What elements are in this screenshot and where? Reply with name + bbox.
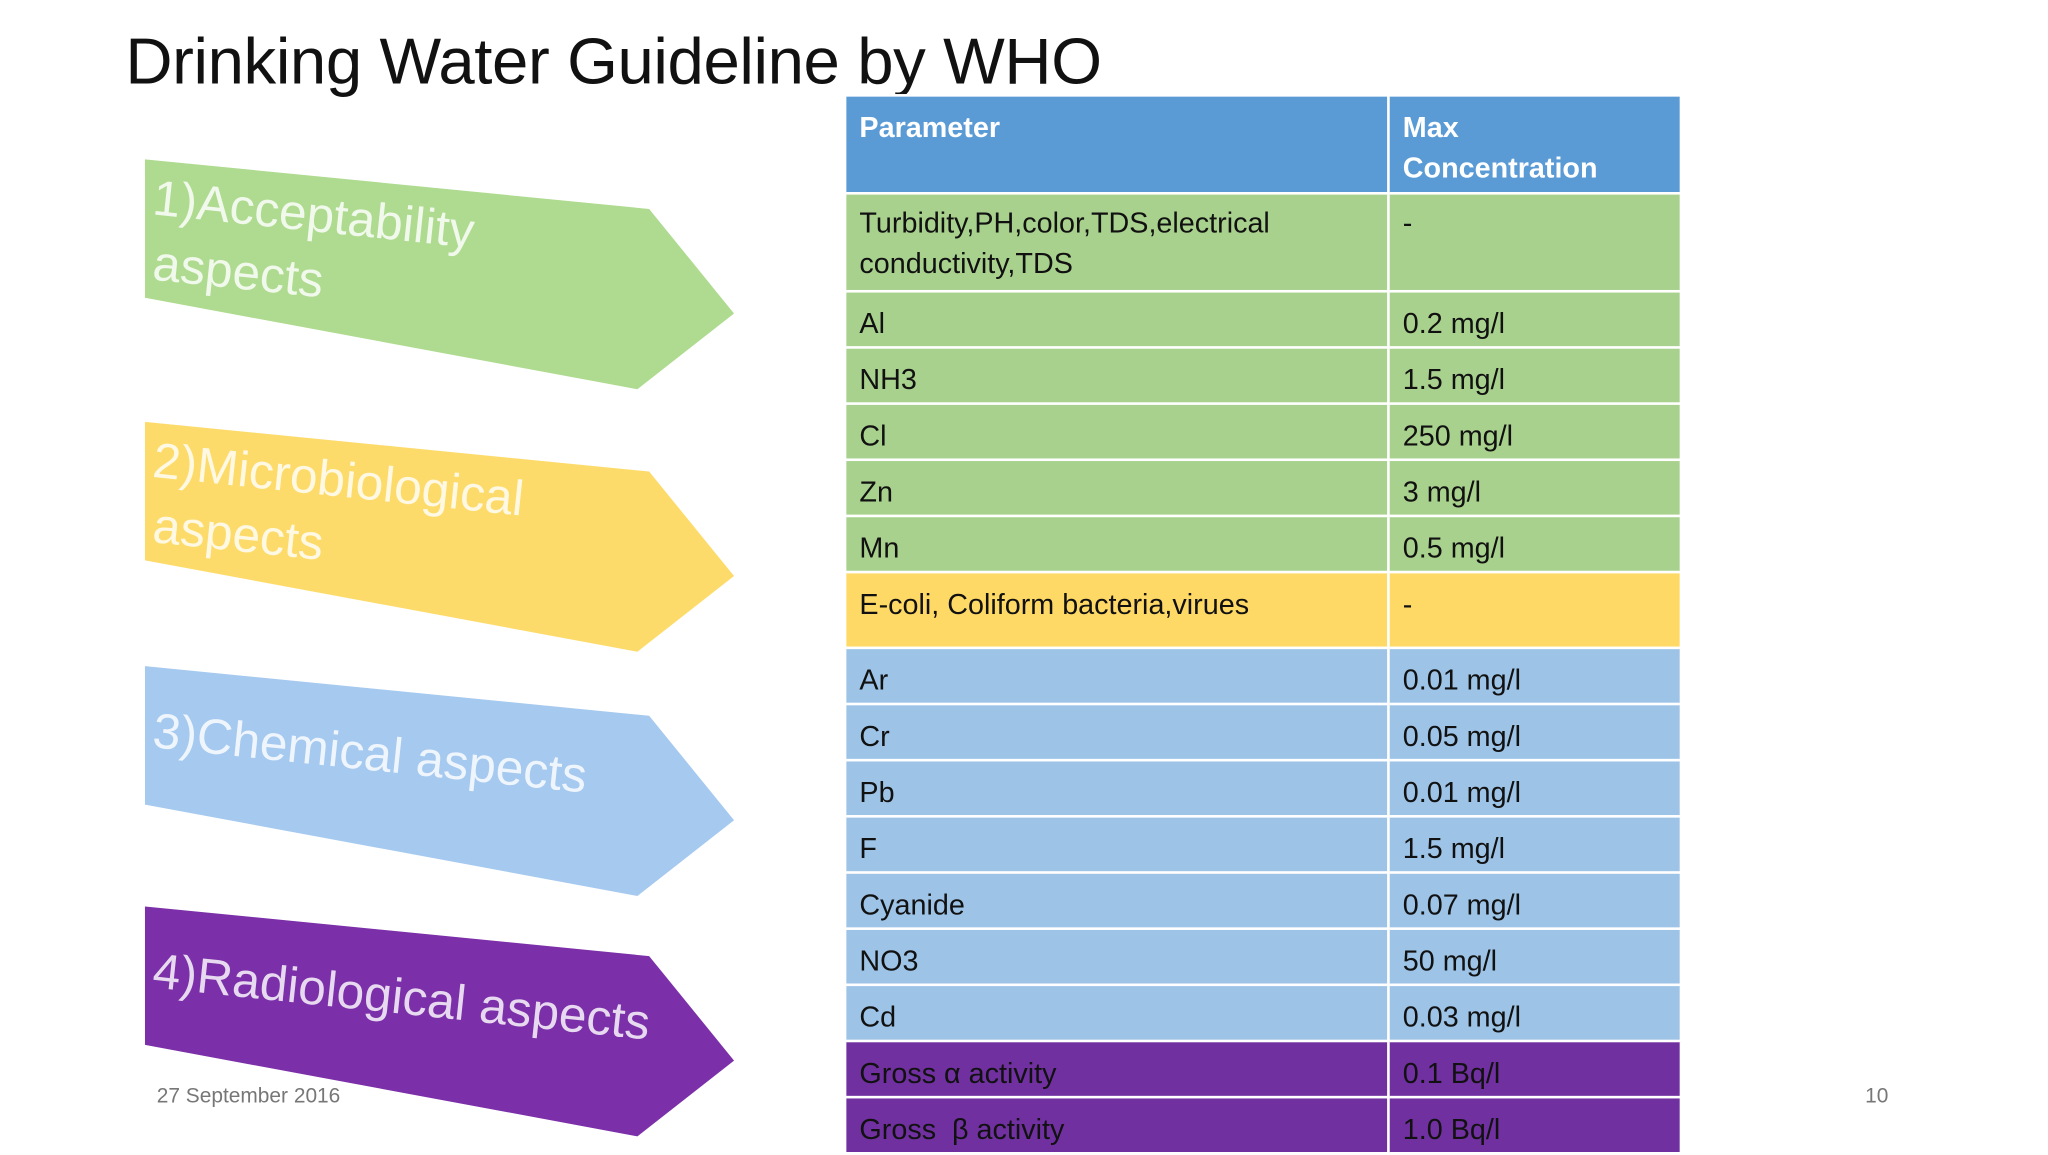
concentration-cell: 0.01 mg/l bbox=[1387, 758, 1683, 818]
table-row: Gross α activity 0.1 Bq/l bbox=[843, 1039, 1683, 1099]
parameter-cell: Cyanide bbox=[843, 871, 1390, 930]
arrow-shape bbox=[144, 666, 735, 896]
concentration-cell: 1.5 mg/l bbox=[1387, 815, 1683, 874]
table-row: Mn 0.5 mg/l bbox=[843, 514, 1683, 574]
parameter-cell: E-coli, Coliform bacteria,virues bbox=[843, 570, 1390, 650]
concentration-cell: 0.07 mg/l bbox=[1387, 871, 1683, 930]
table-row: Al 0.2 mg/l bbox=[843, 289, 1683, 349]
table-row: NO3 50 mg/l bbox=[843, 927, 1683, 987]
table-row: Cl 250 mg/l bbox=[843, 402, 1683, 462]
concentration-cell: 0.05 mg/l bbox=[1387, 702, 1683, 762]
parameter-cell: Mn bbox=[843, 514, 1390, 574]
concentration-cell: 0.2 mg/l bbox=[1387, 289, 1683, 349]
header-row: Parameter Max Concentration bbox=[843, 94, 1683, 195]
arrow-shape bbox=[144, 421, 735, 652]
concentration-cell: 1.5 mg/l bbox=[1387, 346, 1683, 405]
concentration-cell: 0.03 mg/l bbox=[1387, 983, 1683, 1043]
slide-title: Drinking Water Guideline by WHO bbox=[125, 24, 1102, 98]
parameter-cell: Turbidity,PH,color,TDS,electrical conduc… bbox=[843, 191, 1390, 293]
concentration-cell: 50 mg/l bbox=[1387, 927, 1683, 987]
table-row: Cd 0.03 mg/l bbox=[843, 983, 1683, 1043]
header-cell: Parameter bbox=[843, 94, 1390, 195]
header-cell: Max Concentration bbox=[1387, 94, 1683, 195]
parameter-cell: Gross α activity bbox=[843, 1039, 1390, 1099]
table-body: Turbidity,PH,color,TDS,electrical conduc… bbox=[843, 191, 1683, 1155]
table-row: F 1.5 mg/l bbox=[843, 815, 1683, 874]
parameter-cell: NO3 bbox=[843, 927, 1390, 987]
table-row: Pb 0.01 mg/l bbox=[843, 758, 1683, 818]
concentration-cell: - bbox=[1387, 191, 1683, 293]
table-row: Zn 3 mg/l bbox=[843, 458, 1683, 518]
parameter-cell: Cl bbox=[843, 402, 1390, 462]
parameter-cell: Zn bbox=[843, 458, 1390, 518]
guideline-table: Parameter Max Concentration Turbidity,PH… bbox=[843, 94, 1683, 1155]
table-row: Cr 0.05 mg/l bbox=[843, 702, 1683, 762]
concentration-cell: 250 mg/l bbox=[1387, 402, 1683, 462]
concentration-cell: 0.1 Bq/l bbox=[1387, 1039, 1683, 1099]
table-row: Gross β activity 1.0 Bq/l bbox=[843, 1095, 1683, 1155]
parameter-cell: Ar bbox=[843, 646, 1390, 706]
parameter-cell: Pb bbox=[843, 758, 1390, 818]
parameter-cell: Cd bbox=[843, 983, 1390, 1043]
concentration-cell: - bbox=[1387, 570, 1683, 650]
parameter-cell: Gross β activity bbox=[843, 1095, 1390, 1155]
parameter-cell: F bbox=[843, 815, 1390, 874]
page-number: 10 bbox=[1865, 1085, 1889, 1108]
arrow: 3)Chemical aspects bbox=[144, 666, 735, 896]
table-row: NH3 1.5 mg/l bbox=[843, 346, 1683, 405]
table-row: E-coli, Coliform bacteria,virues - bbox=[843, 570, 1683, 650]
arrow-shape bbox=[144, 159, 735, 390]
parameter-cell: Cr bbox=[843, 702, 1390, 762]
table-row: Cyanide 0.07 mg/l bbox=[843, 871, 1683, 930]
arrow-shape bbox=[144, 906, 735, 1137]
parameter-cell: Al bbox=[843, 289, 1390, 349]
table-row: Ar 0.01 mg/l bbox=[843, 646, 1683, 706]
parameter-cell: NH3 bbox=[843, 346, 1390, 405]
concentration-cell: 3 mg/l bbox=[1387, 458, 1683, 518]
concentration-cell: 1.0 Bq/l bbox=[1387, 1095, 1683, 1155]
footer-date: 27 September 2016 bbox=[156, 1085, 341, 1108]
concentration-cell: 0.01 mg/l bbox=[1387, 646, 1683, 706]
concentration-cell: 0.5 mg/l bbox=[1387, 514, 1683, 574]
table-row: Turbidity,PH,color,TDS,electrical conduc… bbox=[843, 191, 1683, 293]
arrow: 4)Radiological aspects bbox=[144, 906, 735, 1137]
